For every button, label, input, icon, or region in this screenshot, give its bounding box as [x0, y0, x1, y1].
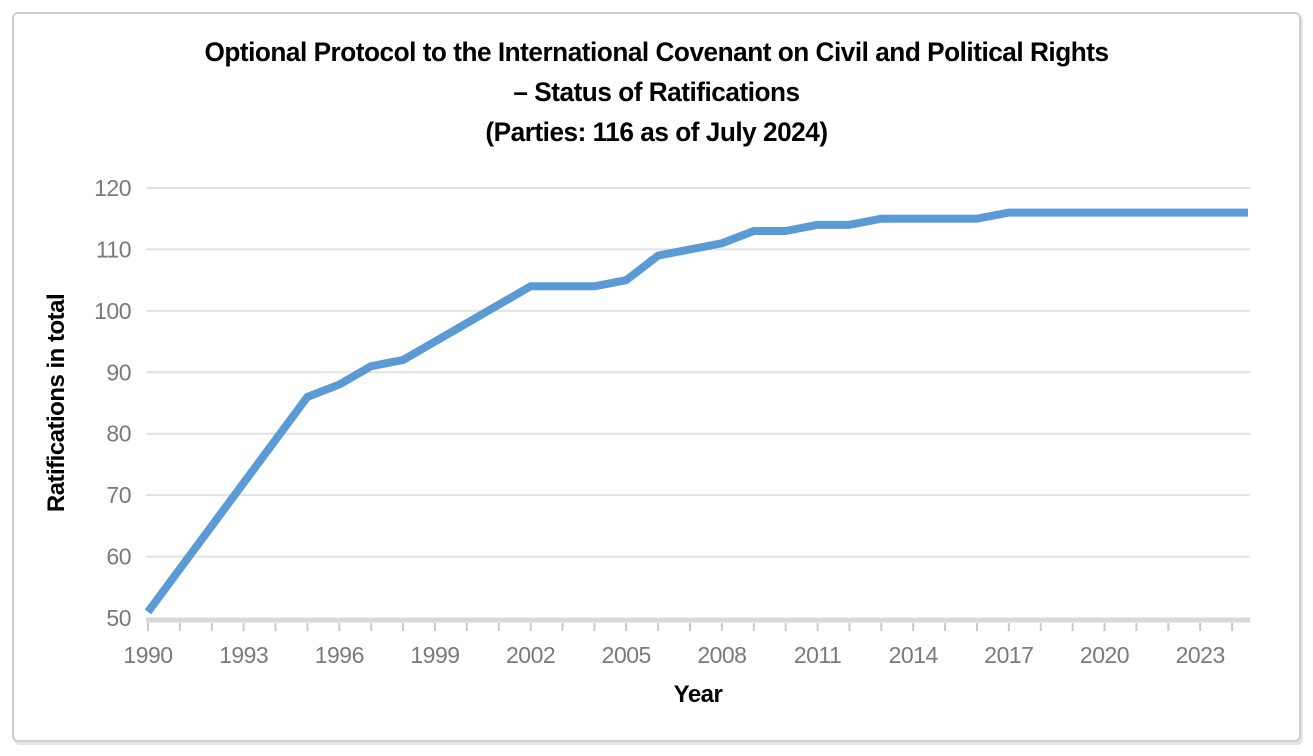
x-tick-label: 2014 [889, 642, 939, 668]
chart-title-line-3: (Parties: 116 as of July 2024) [485, 117, 828, 147]
y-tick-label: 90 [106, 359, 131, 385]
chart-title-line-1: Optional Protocol to the International C… [204, 37, 1109, 67]
x-tick-label: 1996 [315, 642, 364, 668]
x-tick-label: 2017 [984, 642, 1033, 668]
x-tick-label: 2020 [1080, 642, 1129, 668]
chart-title-line-2: – Status of Ratifications [513, 77, 800, 107]
x-tick-label: 1999 [410, 642, 459, 668]
y-tick-label: 100 [94, 298, 131, 324]
y-tick-label: 80 [106, 421, 131, 447]
data-line [144, 208, 1248, 615]
x-tick-label: 2023 [1176, 642, 1225, 668]
x-tick-label: 2005 [602, 642, 651, 668]
x-tick-label: 1990 [123, 642, 172, 668]
x-tick-label: 2011 [794, 642, 841, 668]
y-axis-title: Ratifications in total [43, 294, 70, 512]
x-tick-label: 2008 [697, 642, 746, 668]
x-tick-label: 2002 [506, 642, 555, 668]
x-axis-title: Year [674, 681, 723, 708]
y-tick-label: 70 [106, 482, 131, 508]
y-tick-label: 120 [94, 175, 131, 201]
y-tick-label: 110 [96, 236, 131, 262]
y-tick-label: 60 [106, 544, 131, 570]
x-tick-label: 1993 [219, 642, 268, 668]
chart-title-block: Optional Protocol to the International C… [20, 32, 1294, 152]
y-tick-label: 50 [106, 605, 131, 631]
